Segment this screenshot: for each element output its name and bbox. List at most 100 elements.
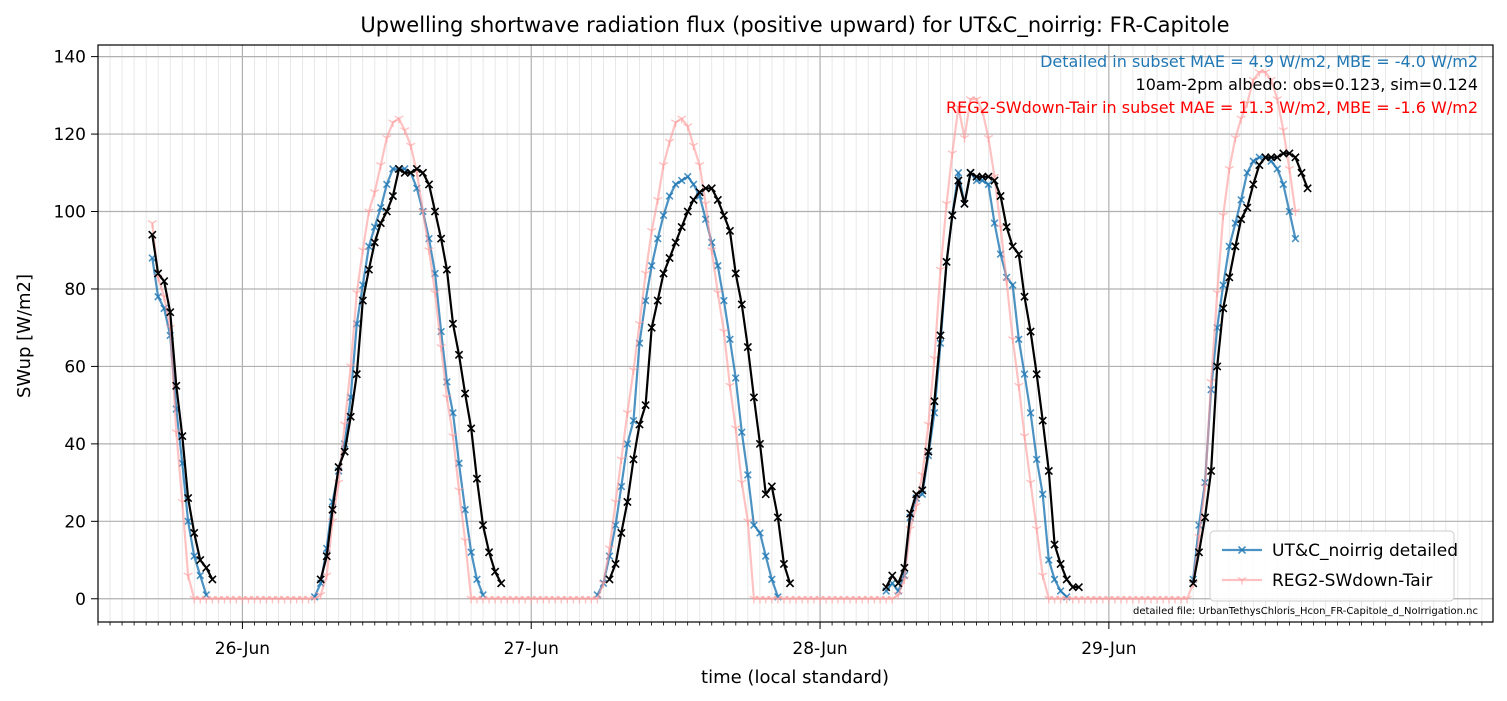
data-point bbox=[683, 172, 692, 181]
data-point-stroke bbox=[171, 429, 177, 433]
data-point bbox=[1014, 249, 1023, 259]
data-point-stroke bbox=[713, 261, 722, 270]
data-point-stroke bbox=[1295, 208, 1301, 213]
data-point-stroke bbox=[821, 595, 827, 600]
data-point-stroke bbox=[532, 595, 538, 600]
data-point bbox=[767, 575, 776, 584]
data-point-stroke bbox=[406, 168, 415, 177]
data-point-stroke bbox=[392, 119, 398, 124]
data-point-stroke bbox=[675, 119, 681, 124]
data-point-stroke bbox=[1273, 153, 1282, 162]
data-point-stroke bbox=[466, 424, 476, 433]
data-point-stroke bbox=[458, 487, 464, 491]
data-point-stroke bbox=[410, 142, 416, 147]
data-point-stroke bbox=[756, 529, 764, 537]
data-point-stroke bbox=[496, 595, 502, 600]
data-point-stroke bbox=[1284, 165, 1290, 170]
data-point-stroke bbox=[670, 119, 676, 124]
data-point-stroke bbox=[791, 595, 797, 600]
data-point bbox=[978, 172, 987, 181]
data-point-stroke bbox=[1291, 234, 1300, 243]
data-point-stroke bbox=[1213, 362, 1222, 371]
data-point bbox=[971, 96, 982, 104]
data-point bbox=[148, 230, 157, 239]
data-point-stroke bbox=[1055, 595, 1061, 600]
data-point bbox=[580, 595, 591, 604]
data-point-stroke bbox=[797, 595, 803, 600]
data-point bbox=[671, 238, 680, 247]
data-point-stroke bbox=[1235, 134, 1241, 139]
data-point bbox=[930, 397, 939, 406]
data-point bbox=[358, 247, 368, 255]
data-point bbox=[953, 103, 964, 112]
data-point bbox=[183, 493, 193, 503]
data-point-stroke bbox=[1176, 595, 1182, 600]
data-point-stroke bbox=[1189, 579, 1198, 588]
data-point bbox=[948, 211, 957, 220]
data-point-stroke bbox=[990, 176, 999, 185]
data-point-stroke bbox=[767, 482, 776, 491]
data-point bbox=[1279, 180, 1288, 189]
data-point bbox=[947, 150, 958, 159]
data-point-stroke bbox=[617, 482, 626, 491]
data-point-stroke bbox=[653, 196, 659, 201]
data-point-stroke bbox=[374, 189, 380, 193]
data-point-stroke bbox=[976, 96, 982, 100]
data-point-stroke bbox=[755, 439, 765, 449]
data-point bbox=[1020, 370, 1029, 379]
data-point-stroke bbox=[737, 300, 746, 309]
data-point-stroke bbox=[1222, 212, 1228, 216]
data-point bbox=[478, 521, 488, 530]
data-point-stroke bbox=[339, 421, 346, 426]
data-point bbox=[454, 487, 464, 496]
data-point bbox=[622, 409, 633, 418]
data-point-stroke bbox=[358, 281, 367, 289]
data-point-stroke bbox=[737, 479, 743, 484]
data-point-stroke bbox=[647, 261, 656, 270]
data-point-stroke bbox=[917, 471, 923, 476]
data-point-stroke bbox=[207, 595, 213, 600]
data-point bbox=[394, 164, 404, 174]
data-point-stroke bbox=[743, 470, 752, 479]
data-point bbox=[713, 289, 723, 298]
data-point-stroke bbox=[971, 96, 977, 100]
data-point-stroke bbox=[964, 134, 970, 139]
data-point-stroke bbox=[951, 150, 958, 155]
data-point-stroke bbox=[279, 595, 285, 600]
data-point bbox=[731, 269, 740, 278]
data-point bbox=[1020, 292, 1029, 301]
data-point-stroke bbox=[1158, 595, 1164, 600]
data-point bbox=[670, 119, 681, 128]
data-point-stroke bbox=[1086, 595, 1092, 600]
data-point-stroke bbox=[364, 265, 374, 274]
data-point bbox=[1008, 281, 1017, 289]
data-point-stroke bbox=[406, 142, 412, 147]
data-point bbox=[292, 595, 302, 604]
data-point-stroke bbox=[1276, 96, 1282, 100]
data-point-stroke bbox=[147, 220, 153, 224]
data-point-stroke bbox=[389, 165, 397, 173]
data-point-stroke bbox=[490, 567, 500, 576]
data-point-stroke bbox=[681, 115, 687, 120]
data-point-stroke bbox=[827, 595, 833, 600]
data-point-stroke bbox=[1228, 165, 1234, 170]
data-point-stroke bbox=[370, 223, 379, 231]
data-point bbox=[629, 455, 638, 464]
data-point-stroke bbox=[726, 335, 734, 344]
data-point bbox=[1008, 336, 1018, 344]
data-point-stroke bbox=[863, 595, 869, 600]
data-point bbox=[388, 191, 398, 201]
data-point-stroke bbox=[693, 142, 699, 147]
data-point-stroke bbox=[948, 211, 957, 220]
y-tick-label: 40 bbox=[64, 435, 86, 455]
data-point-stroke bbox=[237, 595, 243, 600]
data-point-stroke bbox=[747, 518, 753, 522]
data-point bbox=[1206, 466, 1216, 476]
data-point bbox=[701, 200, 711, 209]
data-point bbox=[208, 575, 217, 584]
data-point-stroke bbox=[568, 595, 574, 600]
data-point-stroke bbox=[711, 247, 717, 251]
data-point bbox=[683, 207, 692, 216]
data-point-stroke bbox=[641, 296, 650, 305]
data-point-stroke bbox=[1044, 556, 1053, 564]
